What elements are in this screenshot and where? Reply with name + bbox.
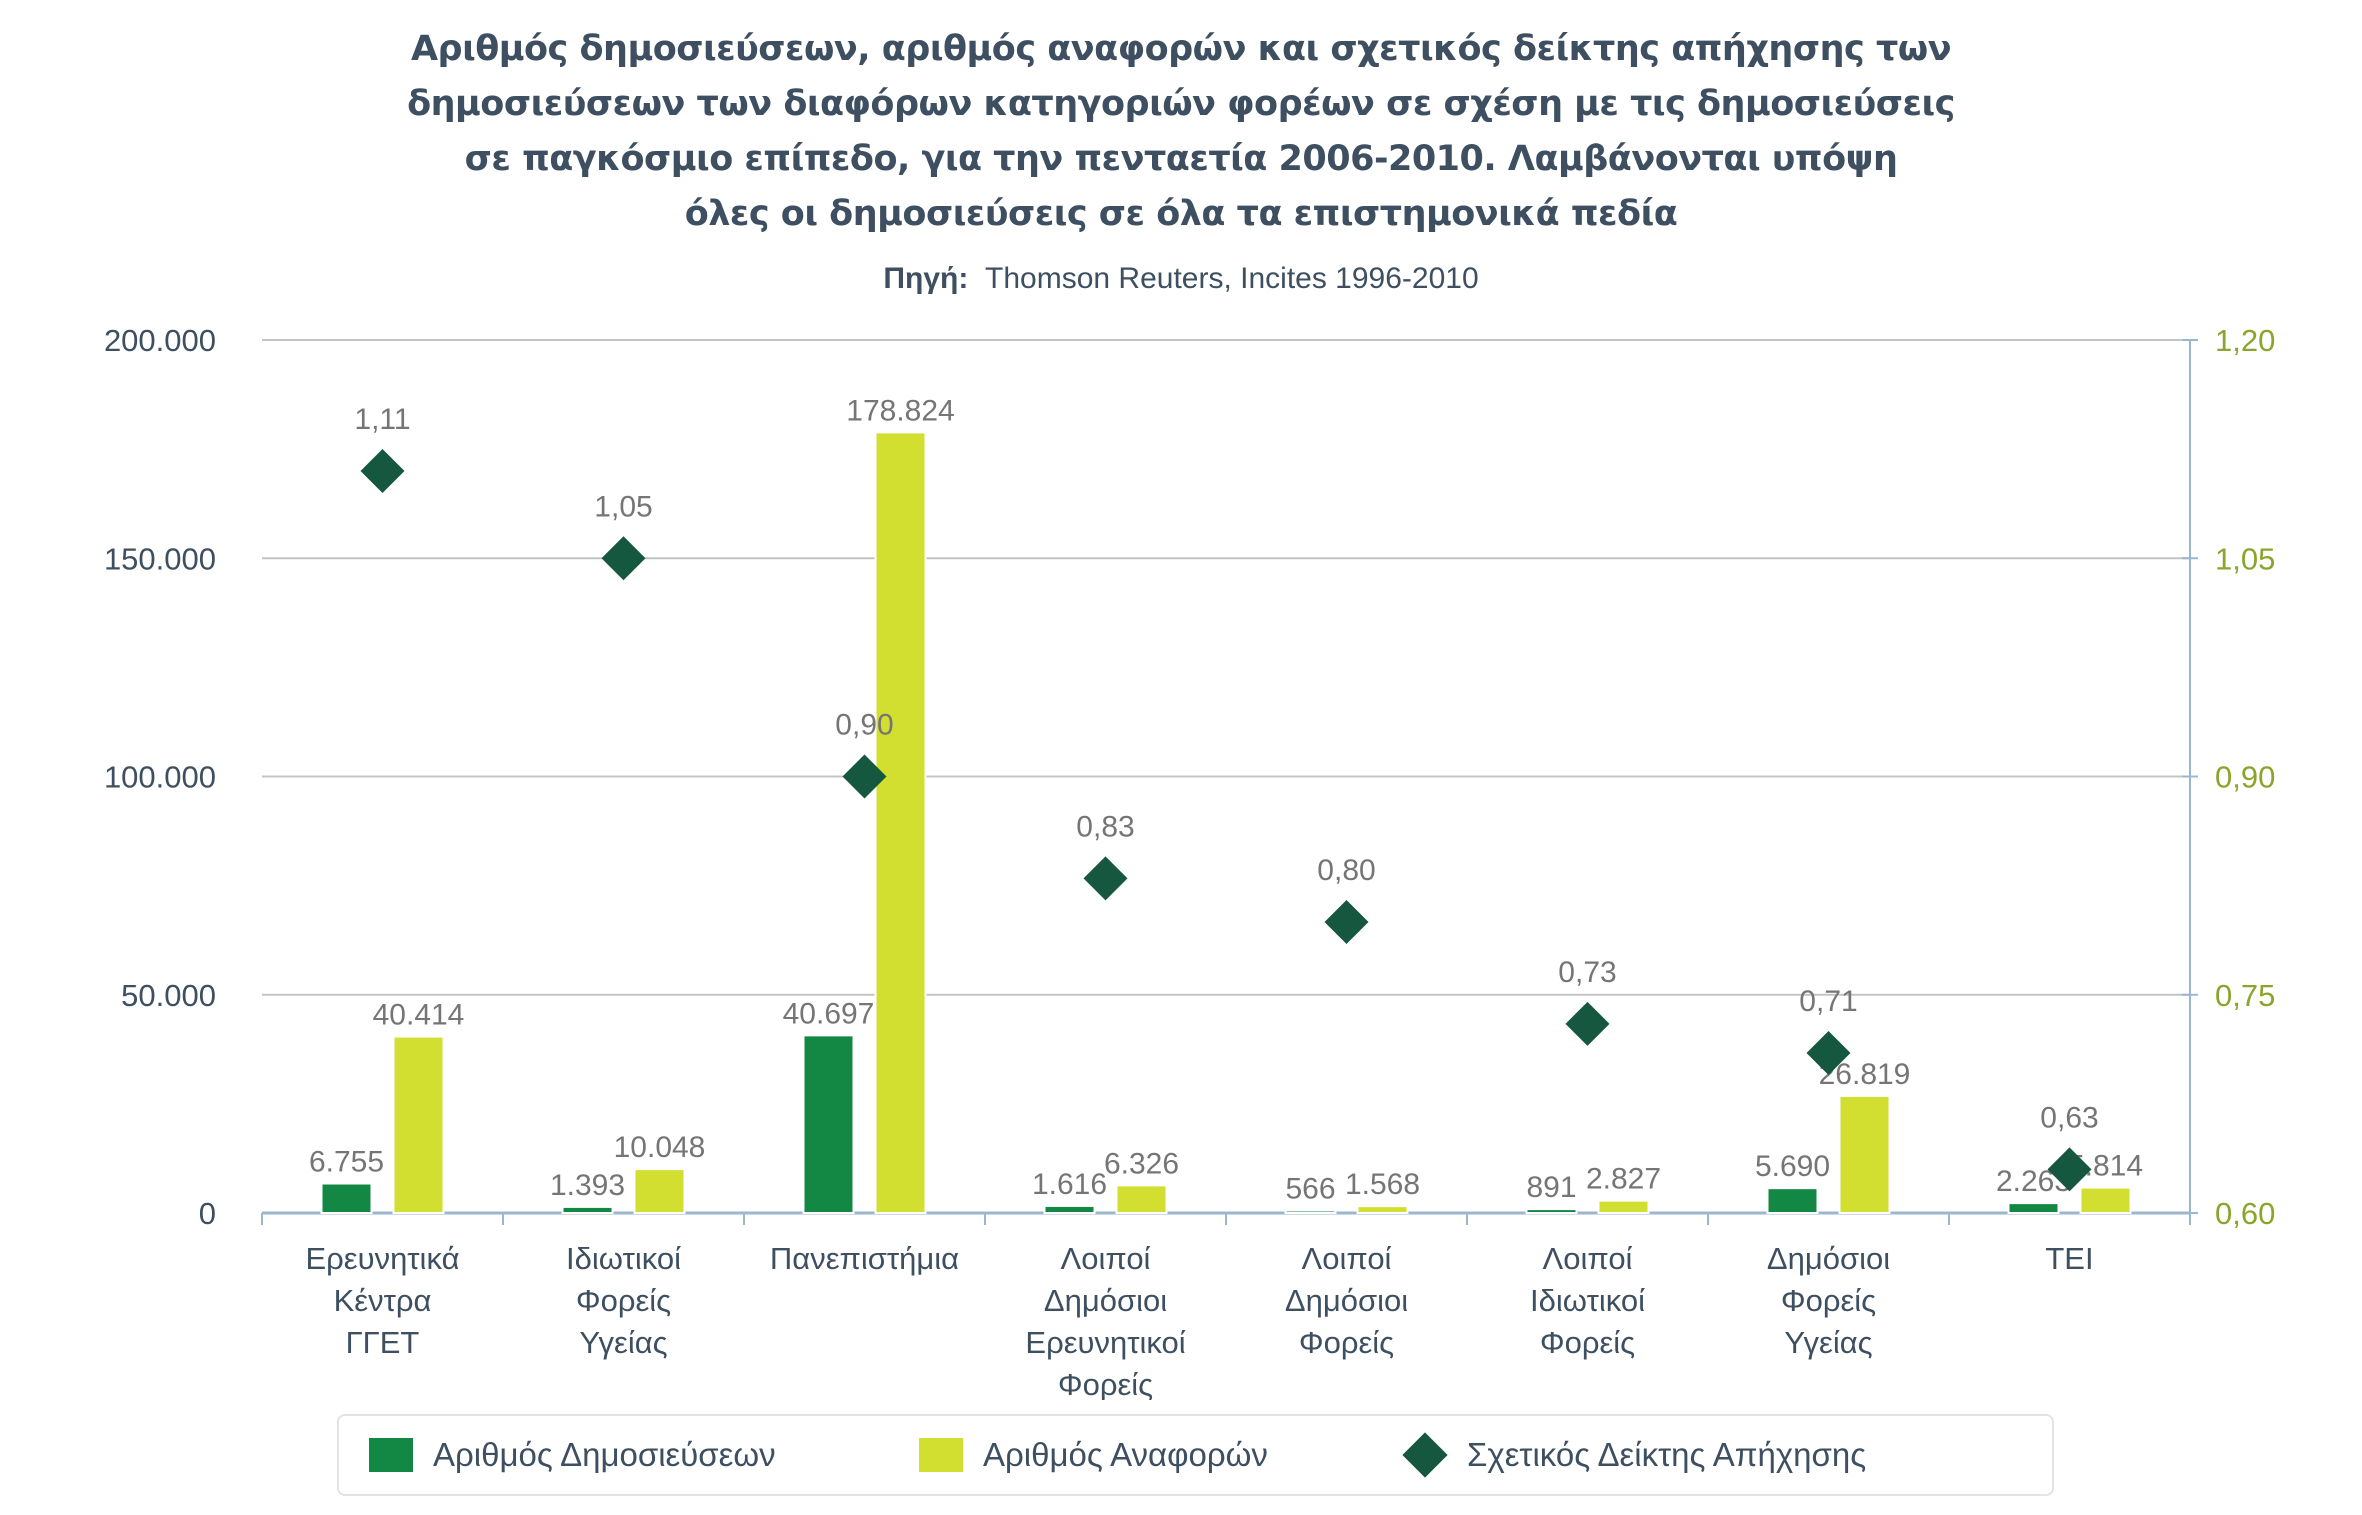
category-label: ΤΕΙ (2045, 1241, 2093, 1276)
source-text: Thomson Reuters, Incites 1996-2010 (985, 262, 1479, 295)
impact-marker (1083, 856, 1128, 901)
impact-marker (842, 754, 887, 799)
chart-title-line: Αριθμός δημοσιεύσεων, αριθμός αναφορών κ… (410, 29, 1952, 69)
chart-title: Αριθμός δημοσιεύσεων, αριθμός αναφορών κ… (0, 22, 2362, 242)
category-label: ΓΓΕΤ (346, 1325, 420, 1360)
legend-swatch-citations (919, 1438, 963, 1472)
legend-label-impact: Σχετικός Δείκτης Απήχησης (1467, 1436, 1867, 1473)
chart-plot: 0 50.000 100.000 150.000 200.000 0,60 0,75 0,90… (104, 323, 2275, 1400)
bar-citations (633, 1168, 686, 1215)
bar-publications (1284, 1209, 1337, 1215)
category-label: Φορείς (1299, 1325, 1394, 1360)
bar-publications (1766, 1187, 1819, 1215)
category-label: Δημόσιοι (1767, 1241, 1890, 1276)
chart-title-line: σε παγκόσμιο επίπεδο, για την πενταετία … (464, 139, 1898, 179)
category-label: Κέντρα (334, 1283, 432, 1318)
category-label: Φορείς (1781, 1283, 1876, 1318)
category-label: Φορείς (1540, 1325, 1635, 1360)
category-label: Ερευνητικά (305, 1241, 459, 1276)
category-label: Δημόσιοι (1285, 1283, 1408, 1318)
bar-citations (874, 431, 927, 1214)
category-label: Ιδιωτικοί (1530, 1283, 1645, 1318)
category-label: Ιδιωτικοί (566, 1241, 681, 1276)
category-label: Φορείς (1058, 1367, 1153, 1400)
data-label-citations: 178.824 (846, 394, 954, 427)
category-label: Λοιποί (1061, 1241, 1151, 1276)
y-left-tick-label: 0 (199, 1196, 216, 1231)
legend-label-publications: Αριθμός Δημοσιεύσεων (433, 1436, 776, 1473)
category-label: Δημόσιοι (1044, 1283, 1167, 1318)
data-label-citations: 40.414 (373, 999, 465, 1032)
data-label-impact: 0,73 (1558, 956, 1616, 989)
bar-citations (392, 1035, 445, 1214)
impact-marker (360, 448, 405, 493)
bar-citations (1597, 1199, 1650, 1215)
category-label: Ερευνητικοί (1025, 1325, 1185, 1360)
category-label: Λοιποί (1543, 1241, 1633, 1276)
data-label-publications: 1.393 (550, 1169, 625, 1202)
chart-source: Πηγή: Thomson Reuters, Incites 1996-2010 (0, 262, 2362, 296)
data-label-impact: 0,63 (2040, 1101, 2098, 1134)
y-right-tick-label: 0,60 (2215, 1196, 2275, 1231)
data-label-impact: 1,05 (594, 490, 652, 523)
data-label-impact: 0,80 (1317, 854, 1375, 887)
y-right-tick-label: 0,75 (2215, 978, 2275, 1013)
source-label: Πηγή: (883, 262, 969, 295)
y-left-tick-label: 200.000 (104, 323, 216, 358)
legend-swatch-publications (369, 1438, 413, 1472)
data-label-publications: 5.690 (1755, 1150, 1830, 1183)
y-right-tick-label: 0,90 (2215, 760, 2275, 795)
legend-item-citations: Αριθμός Αναφορών (919, 1416, 1268, 1494)
bar-publications (561, 1205, 614, 1215)
category-label: Λοιποί (1302, 1241, 1392, 1276)
chart-title-line: δημοσιεύσεων των διαφόρων κατηγοριών φορ… (407, 84, 1955, 124)
data-label-impact: 0,90 (835, 709, 893, 742)
bar-citations (2079, 1186, 2132, 1215)
bar-citations (1838, 1094, 1891, 1214)
bar-citations (1115, 1184, 1168, 1214)
legend-label-citations: Αριθμός Αναφορών (983, 1436, 1268, 1473)
data-label-publications: 6.755 (309, 1146, 384, 1179)
bar-citations (1356, 1205, 1409, 1214)
legend-diamond-icon (1402, 1432, 1448, 1478)
chart-title-line: όλες οι δημοσιεύσεις σε όλα τα επιστημον… (684, 194, 1678, 234)
data-label-citations: 1.568 (1345, 1168, 1420, 1201)
y-left-tick-label: 150.000 (104, 541, 216, 576)
y-left-tick-label: 100.000 (104, 760, 216, 795)
data-label-citations: 6.326 (1104, 1147, 1179, 1180)
bar-publications (1525, 1208, 1578, 1215)
data-label-publications: 1.616 (1032, 1168, 1107, 1201)
legend-item-impact: Σχετικός Δείκτης Απήχησης (1397, 1416, 1866, 1494)
impact-marker (1324, 900, 1369, 944)
category-label: Υγείας (1784, 1325, 1872, 1360)
y-right-tick-label: 1,20 (2215, 323, 2275, 358)
data-label-citations: 2.827 (1586, 1163, 1661, 1196)
bar-publications (1043, 1204, 1096, 1215)
data-label-publications: 566 (1285, 1173, 1335, 1206)
data-label-citations: 10.048 (614, 1131, 706, 1164)
data-label-publications: 40.697 (783, 997, 875, 1030)
data-label-impact: 1,11 (354, 403, 410, 436)
y-left-tick-label: 50.000 (121, 978, 216, 1013)
category-label: Υγείας (579, 1325, 667, 1360)
impact-marker (1806, 1030, 1851, 1075)
impact-marker (601, 536, 646, 581)
impact-marker (1565, 1001, 1610, 1046)
category-label: Φορείς (576, 1283, 671, 1318)
impact-marker (2047, 1147, 2092, 1192)
data-label-impact: 0,83 (1076, 810, 1134, 843)
bar-publications (320, 1182, 373, 1214)
y-right-tick-label: 1,05 (2215, 541, 2275, 576)
category-label: Πανεπιστήμια (770, 1241, 959, 1276)
legend-item-publications: Αριθμός Δημοσιεύσεων (369, 1416, 776, 1494)
chart-legend: Αριθμός Δημοσιεύσεων Αριθμός Αναφορών Σχ… (337, 1414, 2054, 1496)
bar-publications (2007, 1202, 2060, 1214)
data-label-impact: 0,71 (1799, 985, 1857, 1018)
data-label-publications: 891 (1526, 1171, 1576, 1204)
bar-publications (802, 1034, 855, 1214)
